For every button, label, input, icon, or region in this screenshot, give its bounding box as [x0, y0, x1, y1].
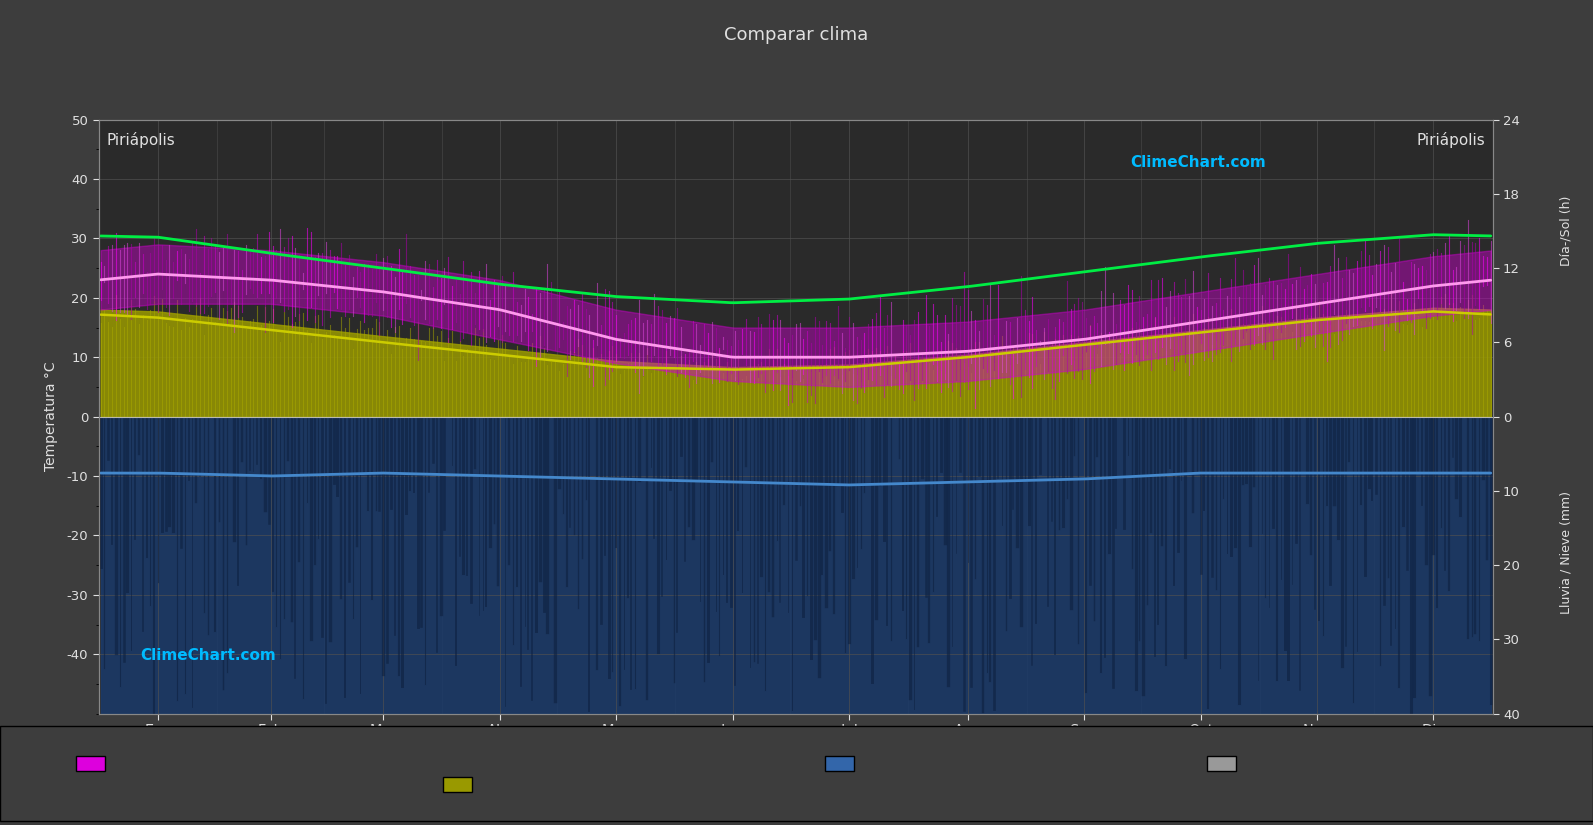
Text: Día-/Sol (h): Día-/Sol (h) — [1560, 196, 1572, 266]
Text: Nieve (mm): Nieve (mm) — [1211, 729, 1292, 742]
Text: Lluvia (mm): Lluvia (mm) — [828, 729, 913, 742]
Text: —: — — [80, 775, 96, 793]
Text: Temperatura °C: Temperatura °C — [80, 729, 190, 742]
Text: © ClimeChart.com: © ClimeChart.com — [1416, 800, 1521, 810]
Y-axis label: Temperatura °C: Temperatura °C — [45, 362, 59, 471]
Text: Lluvia por día: Lluvia por día — [860, 756, 940, 769]
Text: Piriápolis: Piriápolis — [107, 131, 175, 148]
Text: Promedio mensual: Promedio mensual — [857, 777, 967, 790]
Text: Luz del día por día: Luz del día por día — [481, 756, 589, 769]
Text: —: — — [446, 753, 462, 771]
Text: —: — — [446, 796, 462, 814]
Text: Día-/Sol (h): Día-/Sol (h) — [446, 729, 526, 742]
Text: Piriápolis: Piriápolis — [1416, 131, 1485, 148]
Text: ClimeChart.com: ClimeChart.com — [1131, 155, 1266, 170]
Text: Comparar clima: Comparar clima — [725, 26, 868, 45]
Text: ClimeChart.com: ClimeChart.com — [140, 648, 276, 663]
Text: Lluvia / Nieve (mm): Lluvia / Nieve (mm) — [1560, 491, 1572, 615]
Text: Promedio mensual de sol: Promedio mensual de sol — [475, 799, 623, 812]
Text: Rango min / max por día: Rango min / max por día — [112, 756, 258, 769]
Text: —: — — [1211, 775, 1227, 793]
Text: Promedio mensual: Promedio mensual — [108, 777, 218, 790]
Text: Promedio mensual: Promedio mensual — [1239, 777, 1349, 790]
Text: —: — — [828, 775, 844, 793]
Text: Nieve por día: Nieve por día — [1243, 756, 1322, 769]
Text: Sol por día: Sol por día — [478, 777, 542, 790]
